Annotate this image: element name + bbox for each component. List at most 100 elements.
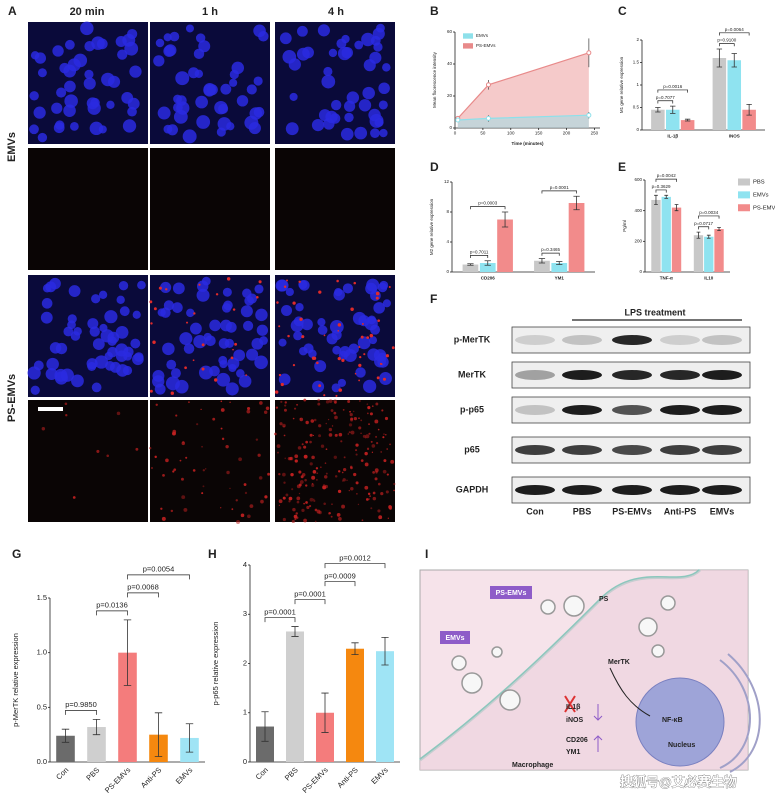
- bar: [680, 120, 695, 130]
- row-label: EMVs: [6, 132, 18, 162]
- y-tick-label: 4: [243, 560, 247, 569]
- signal: [305, 484, 308, 487]
- y-tick-label: 1.5: [633, 60, 640, 65]
- band: [562, 445, 602, 455]
- legend-label: PS-EMVs: [753, 205, 775, 211]
- nucleus: [64, 80, 76, 93]
- nucleus: [358, 99, 372, 112]
- signal: [369, 333, 374, 338]
- signal: [226, 470, 230, 475]
- bar: [714, 229, 724, 272]
- signal: [355, 443, 359, 447]
- error-bar: [501, 211, 509, 228]
- signal: [349, 413, 353, 417]
- signal: [263, 410, 268, 414]
- signal: [298, 470, 302, 474]
- panel-label: E: [618, 160, 626, 174]
- nucleus: [354, 126, 368, 140]
- y-tick-label: 0: [636, 127, 639, 132]
- bracket: [655, 178, 677, 182]
- nucleus: [166, 359, 177, 370]
- signal: [312, 470, 317, 474]
- legend-label: EMVs: [476, 33, 489, 38]
- signal: [299, 417, 304, 422]
- signal: [371, 405, 374, 407]
- error-bar: [556, 261, 563, 265]
- signal: [152, 340, 156, 345]
- signal: [382, 469, 387, 474]
- signal: [380, 451, 382, 453]
- nucleus: [278, 338, 287, 347]
- signal: [324, 484, 328, 489]
- signal: [170, 391, 174, 395]
- nucleus: [302, 46, 314, 59]
- legend-swatch: [738, 178, 750, 186]
- band: [515, 405, 555, 415]
- signal: [311, 475, 316, 480]
- signal: [357, 503, 360, 506]
- bar: [56, 735, 75, 762]
- legend-label: PS-EMVs: [476, 43, 496, 48]
- nucleus: [244, 295, 255, 306]
- signal: [382, 436, 385, 439]
- signal: [350, 487, 354, 491]
- signal: [245, 374, 248, 376]
- y-tick-label: 1.0: [37, 648, 47, 657]
- signal: [337, 470, 341, 473]
- signal: [303, 502, 306, 505]
- signal: [292, 301, 296, 305]
- error-bar: [674, 204, 679, 212]
- signal: [350, 417, 354, 421]
- nucleus: [343, 100, 356, 112]
- signal: [304, 478, 307, 482]
- signal: [372, 491, 376, 495]
- error-bar: [670, 105, 676, 114]
- signal: [348, 431, 351, 434]
- blot-row-label: MerTK: [458, 369, 487, 379]
- signal: [298, 492, 301, 495]
- lane-label: Anti-PS: [664, 506, 697, 516]
- nucleus: [218, 338, 230, 349]
- nucleus: [193, 334, 207, 349]
- y-tick-label: 8: [446, 209, 449, 214]
- nucleus: [231, 61, 245, 75]
- signal: [161, 516, 166, 521]
- signal: [361, 322, 364, 325]
- lane-label: PBS: [573, 506, 592, 516]
- signal: [295, 512, 298, 515]
- signal: [162, 473, 165, 477]
- nucleus: [236, 95, 249, 107]
- bracket: [655, 189, 667, 193]
- signal: [196, 423, 199, 426]
- signal: [320, 466, 322, 469]
- legend-label: PBS: [753, 180, 765, 186]
- signal: [375, 291, 380, 296]
- nucleus: [30, 385, 40, 395]
- signal: [327, 418, 330, 421]
- signal: [235, 499, 238, 502]
- up-arrow: [593, 735, 603, 752]
- nucleus: [220, 83, 232, 95]
- signal: [313, 418, 317, 422]
- block-mark: [564, 695, 576, 713]
- signal: [366, 336, 370, 339]
- nucleus: [337, 378, 346, 387]
- nucleus: [107, 75, 121, 88]
- signal: [337, 356, 341, 361]
- nucleus: [290, 319, 304, 332]
- signal: [343, 467, 347, 472]
- nucleus: [256, 324, 269, 336]
- nucleus: [176, 95, 187, 106]
- schematic: PS-EMVs EMVs PS MerTK NF-κB Nucleus IL1β…: [419, 568, 761, 773]
- panel-label: F: [430, 292, 437, 306]
- error-bar: [261, 711, 269, 742]
- down-arrow: [593, 704, 603, 721]
- blot-row-label: p65: [464, 444, 480, 454]
- nucleus: [196, 288, 210, 302]
- signal: [135, 447, 139, 451]
- signal: [64, 402, 68, 406]
- signal: [279, 422, 283, 426]
- x-tick-label: 150: [535, 131, 543, 136]
- nucleus: [229, 78, 238, 87]
- lane-label: PS-EMVs: [612, 506, 652, 516]
